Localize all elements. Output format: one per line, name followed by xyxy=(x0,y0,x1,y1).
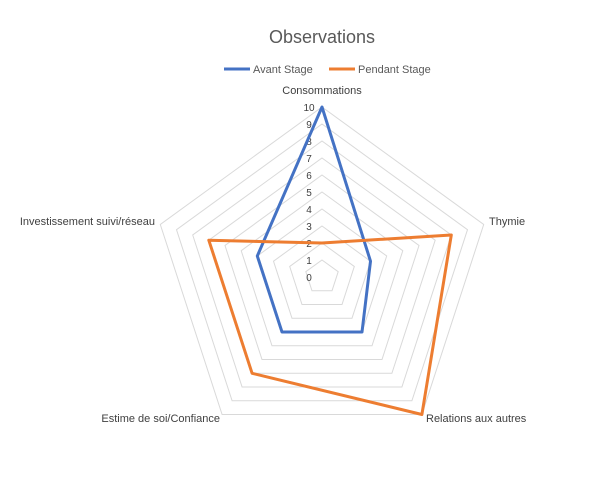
legend: Avant Stage Pendant Stage xyxy=(224,64,431,76)
tick-label-7: 7 xyxy=(306,154,312,165)
grid-ring-9 xyxy=(175,123,469,402)
grid-ring-5 xyxy=(240,191,404,347)
radial-axis-ticks: 0 1 2 3 4 5 6 7 8 9 10 xyxy=(303,103,315,284)
radar-grid xyxy=(159,106,485,415)
category-label-investissement-suivi-reseau: Investissement suivi/réseau xyxy=(20,216,155,228)
legend-item-pendant-stage: Pendant Stage xyxy=(329,64,431,76)
series-line-pendant-stage xyxy=(207,233,453,416)
tick-label-4: 4 xyxy=(306,205,312,216)
tick-label-10: 10 xyxy=(303,103,315,114)
tick-label-9: 9 xyxy=(306,120,312,131)
tick-label-8: 8 xyxy=(306,137,312,148)
grid-ring-7 xyxy=(208,157,436,374)
series-line-avant-stage xyxy=(255,105,372,334)
tick-label-3: 3 xyxy=(306,222,312,233)
grid-ring-1 xyxy=(305,259,339,292)
tick-label-2: 2 xyxy=(306,239,312,250)
tick-label-6: 6 xyxy=(306,171,312,182)
category-label-thymie: Thymie xyxy=(489,216,525,228)
grid-ring-10 xyxy=(159,106,485,415)
tick-label-5: 5 xyxy=(306,188,312,199)
grid-ring-6 xyxy=(224,174,420,360)
grid-ring-3 xyxy=(272,225,372,319)
tick-label-1: 1 xyxy=(306,256,312,267)
grid-ring-8 xyxy=(192,140,452,388)
category-label-estime-de-soi-confiance: Estime de soi/Confiance xyxy=(101,413,220,425)
tick-label-0: 0 xyxy=(306,273,312,284)
grid-ring-2 xyxy=(289,242,355,305)
category-label-relations-aux-autres: Relations aux autres xyxy=(426,413,527,425)
series-lines xyxy=(207,105,453,416)
category-label-consommations: Consommations xyxy=(282,85,362,97)
category-labels: Consommations Thymie Relations aux autre… xyxy=(20,85,527,425)
legend-label-pendant-stage: Pendant Stage xyxy=(358,64,431,76)
chart-title: Observations xyxy=(269,27,375,47)
legend-label-avant-stage: Avant Stage xyxy=(253,64,313,76)
legend-item-avant-stage: Avant Stage xyxy=(224,64,313,76)
